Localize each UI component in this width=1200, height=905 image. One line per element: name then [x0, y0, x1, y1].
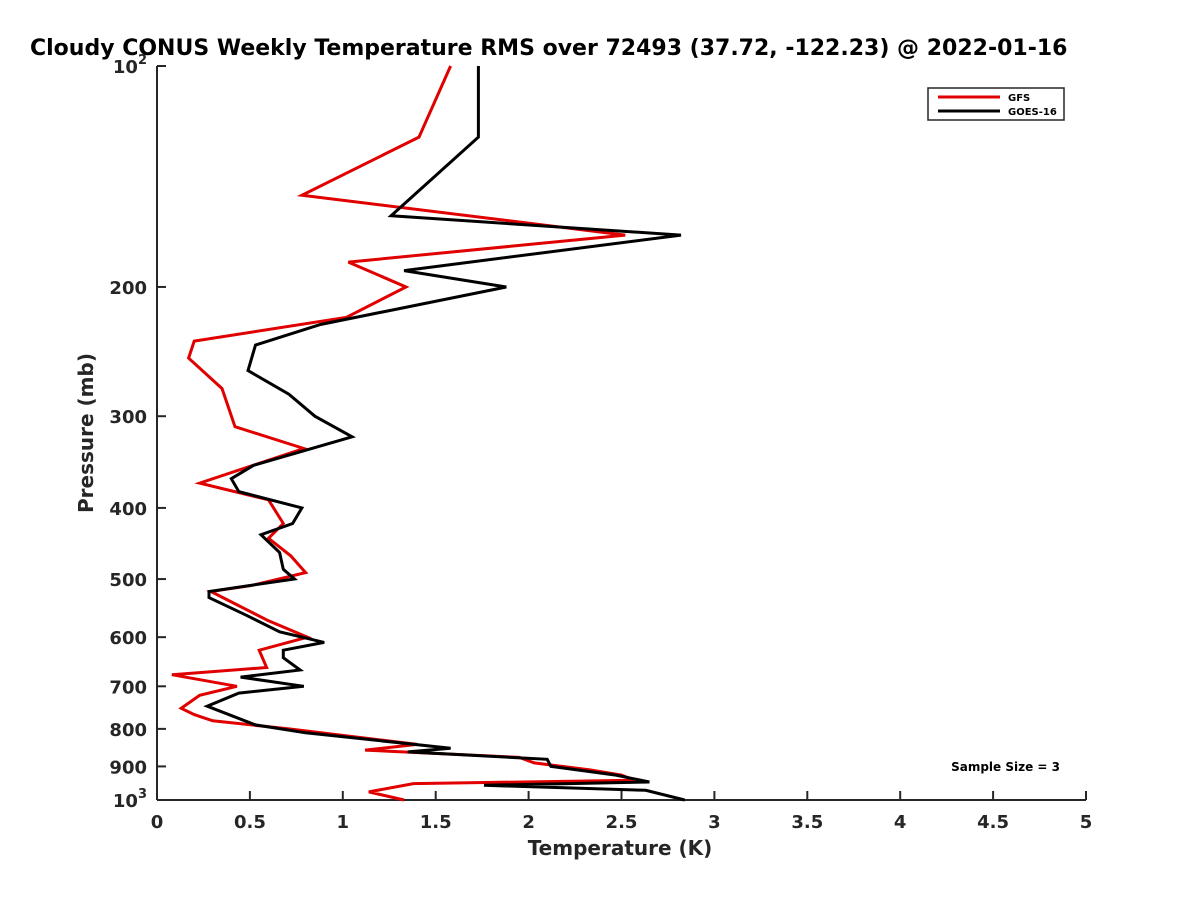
y-tick-label: 600	[109, 628, 147, 649]
series-line-goes-16	[203, 66, 686, 802]
x-tick-label: 4	[894, 812, 907, 833]
x-tick-label: 1.5	[420, 812, 452, 833]
x-tick-label: 5	[1080, 812, 1093, 833]
x-tick-label: 2.5	[606, 812, 638, 833]
series-layer	[171, 65, 686, 802]
x-tick-label: 3	[708, 812, 721, 833]
y-tick-label: 900	[109, 757, 147, 778]
y-tick-label: 500	[109, 570, 147, 591]
y-tick-label: 800	[109, 720, 147, 741]
y-tick-label: 102	[113, 53, 147, 78]
y-tick-label: 300	[109, 407, 147, 428]
chart-legend: GFS GOES-16	[927, 87, 1065, 121]
y-tick-label: 200	[109, 278, 147, 299]
y-axis-ticks: 102 200 300 400 500 600 700 800 900 103	[109, 53, 166, 812]
y-axis-label: Pressure (mb)	[74, 353, 98, 513]
x-tick-label: 0.5	[234, 812, 266, 833]
x-axis-label: Temperature (K)	[528, 836, 713, 860]
x-tick-label: 2	[522, 812, 535, 833]
x-axis-ticks: 0 0.5 1 1.5 2 2.5 3 3.5 4 4.5 5	[151, 791, 1093, 833]
x-tick-label: 1	[337, 812, 350, 833]
y-tick-label: 400	[109, 499, 147, 520]
x-tick-label: 3.5	[791, 812, 823, 833]
legend-label-goes-16: GOES-16	[1008, 107, 1057, 118]
y-tick-label: 103	[113, 787, 147, 812]
sample-size-annotation: Sample Size = 3	[951, 760, 1060, 774]
y-tick-label: 700	[109, 677, 147, 698]
x-tick-label: 0	[151, 812, 164, 833]
chart-title: Cloudy CONUS Weekly Temperature RMS over…	[30, 36, 1067, 61]
x-tick-label: 4.5	[977, 812, 1009, 833]
legend-label-gfs: GFS	[1008, 93, 1030, 104]
legend-box	[927, 87, 1065, 121]
